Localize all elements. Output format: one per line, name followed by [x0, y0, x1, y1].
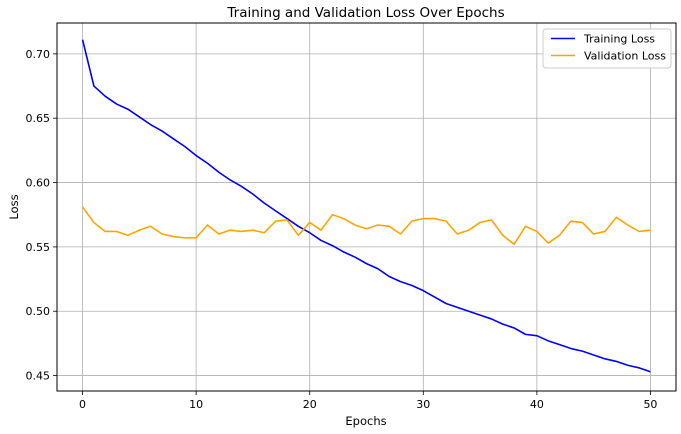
y-tick-label: 0.45	[26, 370, 51, 383]
x-tick-label: 50	[643, 398, 657, 411]
y-tick-label: 0.55	[26, 241, 51, 254]
chart-title: Training and Validation Loss Over Epochs	[226, 5, 504, 21]
grid-lines	[57, 23, 676, 391]
legend-label-training-loss: Training Loss	[583, 33, 655, 46]
y-tick-label: 0.65	[26, 112, 51, 125]
series-line-validation-loss	[81, 206, 651, 246]
axis-ticks: 0 10 20 30 40 50 0.45 0.50 0.55 0.60 0.65 0.70	[26, 48, 658, 411]
series-line-training-loss	[81, 39, 651, 373]
y-axis-label: Loss	[7, 194, 21, 219]
y-tick-label: 0.70	[26, 48, 51, 61]
x-tick-label: 20	[303, 398, 317, 411]
x-tick-label: 10	[189, 398, 203, 411]
x-axis-label: Epochs	[345, 414, 386, 428]
plot-frame	[56, 22, 677, 392]
legend-label-validation-loss: Validation Loss	[584, 50, 666, 63]
y-tick-label: 0.60	[26, 177, 51, 190]
series-layer	[81, 39, 651, 373]
legend: Training Loss Validation Loss	[542, 28, 672, 69]
x-tick-label: 40	[530, 398, 544, 411]
x-tick-label: 30	[416, 398, 430, 411]
x-tick-label: 0	[79, 398, 86, 411]
y-tick-label: 0.50	[26, 305, 51, 318]
